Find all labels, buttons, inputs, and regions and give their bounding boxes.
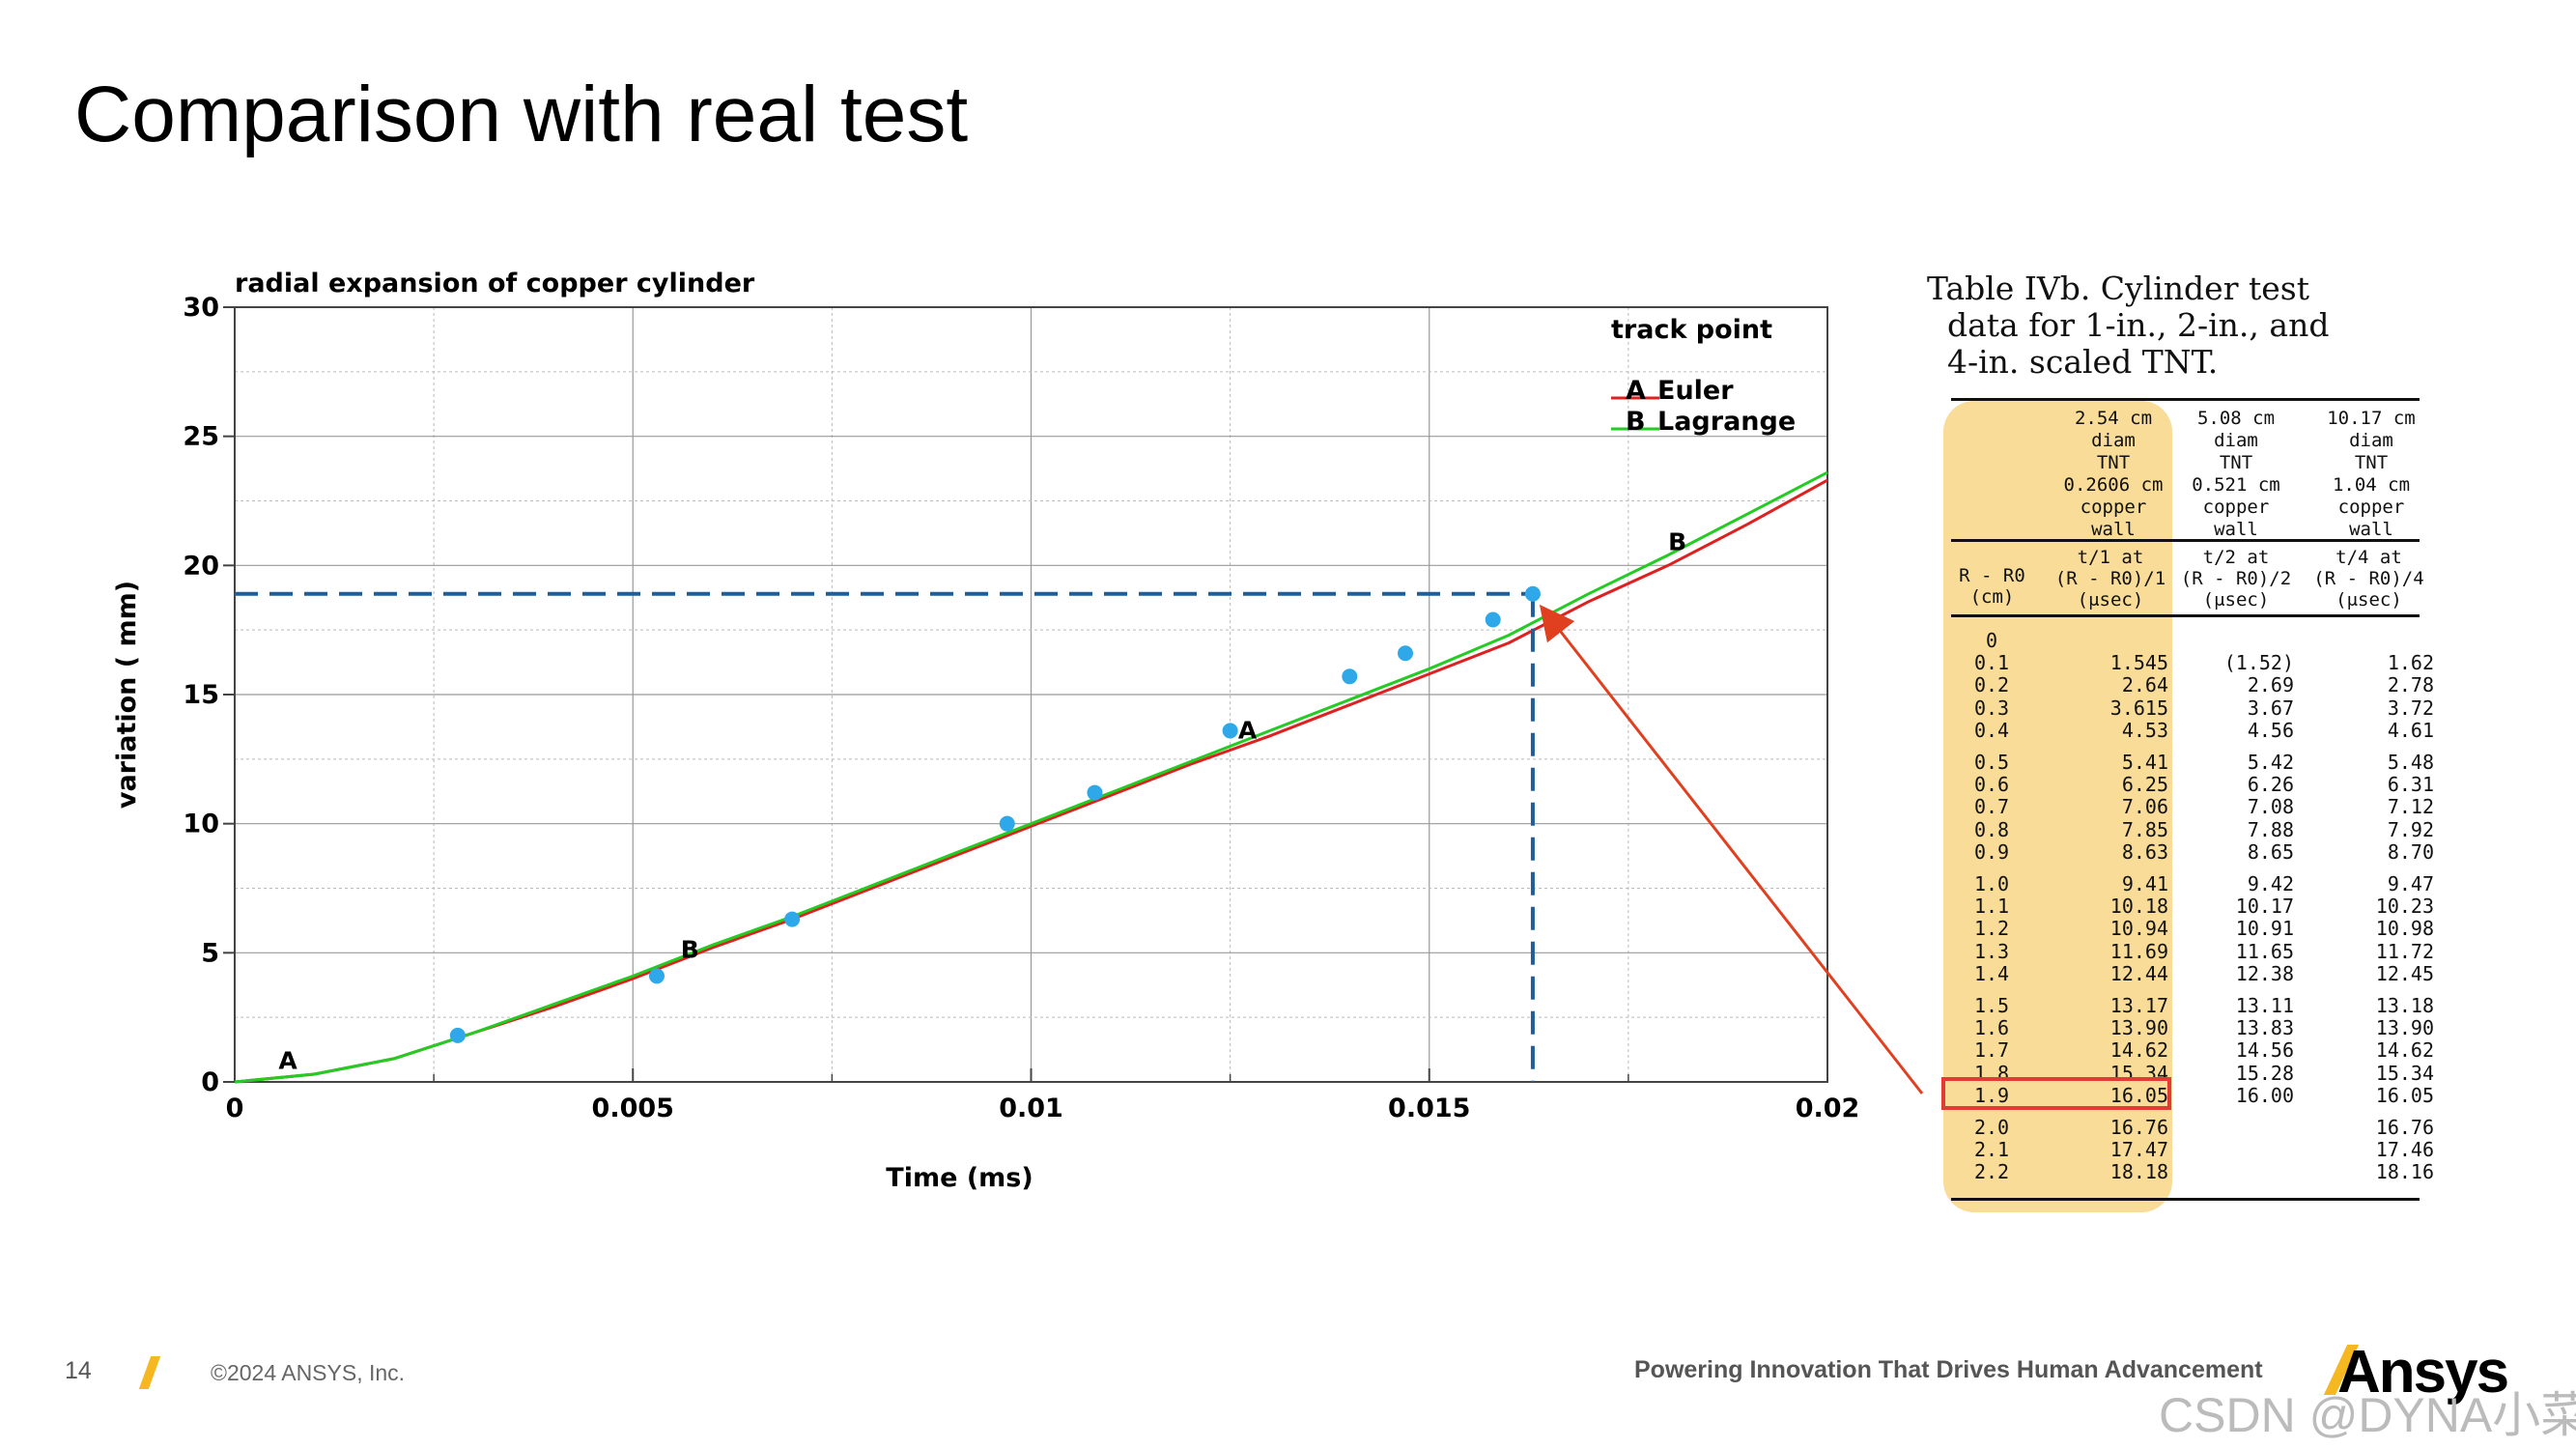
table-col-r-group: 0 0.1 0.2 0.3 0.4 [1973,629,2010,742]
test-points [449,585,1541,1043]
test-data-point [1087,784,1103,801]
chart-title: radial expansion of copper cylinder [235,269,755,298]
x-tick-label: 0.015 [1388,1094,1470,1123]
table-col-c2-group: 9.42 10.17 10.91 11.65 12.38 [2235,872,2294,985]
table-col-c3-group: 16.76 17.46 18.16 [2375,1116,2434,1184]
y-tick-label: 30 [183,293,219,323]
annotation-arrow [1539,604,1924,1094]
axis-ticks: 0 0.005 0.01 0.015 0.02 0 5 10 15 20 25 30 [183,293,1859,1123]
y-tick-label: 5 [201,938,219,968]
table-col-c1-group: 5.41 6.25 7.06 7.85 8.63 [2121,751,2168,864]
col2-header: 5.08 cm diam TNT 0.521 cm copper wall [2192,408,2280,540]
col1-subheader: t/1 at (R - R0)/1 (μsec) [2054,547,2166,611]
track-point-labels: A B A B [278,527,1686,1074]
table-col-c2-group: 5.42 6.26 7.08 7.88 8.65 [2247,751,2294,864]
y-tick-label: 0 [201,1067,219,1097]
table-col-c3-group: 9.47 10.23 10.98 11.72 12.45 [2375,872,2434,985]
highlight-row-box [1941,1077,2171,1110]
table-col-c2-group: 13.11 13.83 14.56 15.28 16.00 [2235,994,2294,1107]
test-data-point [784,911,801,927]
slide-title: Comparison with real test [74,71,969,158]
table-col-c2-group: (1.52) 2.69 3.67 4.56 [2223,651,2294,742]
table-col-c1-group: 1.545 2.64 3.615 4.53 [2109,651,2168,742]
table-col-c1-group: 13.17 13.90 14.62 15.34 16.05 [2109,994,2168,1107]
legend-euler-marker: A [1626,376,1646,406]
x-tick-label: 0.01 [999,1094,1063,1123]
track-point-label: A [1238,716,1258,744]
x-tick-label: 0.005 [592,1094,674,1123]
y-tick-label: 10 [183,810,219,839]
table-col-r-group: 2.0 2.1 2.2 [1973,1116,2010,1184]
col3-header: 10.17 cm diam TNT 1.04 cm copper wall [2327,408,2416,540]
reference-lines [235,591,1535,1082]
legend-lagrange-marker: B [1626,407,1646,437]
test-data-point [648,968,665,984]
y-tick-label: 15 [183,680,219,710]
table-col-c1-group: 9.41 10.18 10.94 11.69 12.44 [2109,872,2168,985]
table-col-r-group: 0.5 0.6 0.7 0.8 0.9 [1973,751,2010,864]
table-subheader-rule [1951,614,2420,617]
table-top-rule [1951,398,2420,401]
table-col-c3-group: 1.62 2.78 3.72 4.61 [2387,651,2434,742]
legend-title: track point [1611,315,1772,345]
legend-euler-label: Euler [1657,376,1734,406]
table-col-c3-group: 13.18 13.90 14.62 15.34 16.05 [2375,994,2434,1107]
col2-subheader: t/2 at (R - R0)/2 (μsec) [2180,547,2292,611]
copyright: ©2024 ANSYS, Inc. [211,1360,406,1385]
legend: track point A Euler B Lagrange [1611,315,1796,437]
x-axis-label: Time (ms) [886,1163,1033,1193]
table-col-c2-group [2178,1117,2294,1161]
test-data-point [1398,645,1414,662]
x-tick-label: 0 [226,1094,244,1123]
ansys-logo: Ansys [2337,1339,2509,1406]
test-data-point [1524,585,1541,602]
y-tick-label: 25 [183,422,219,452]
legend-lagrange-label: Lagrange [1657,407,1796,437]
watermark: CSDN @DYNA小菜 [2159,1388,2576,1442]
col3-subheader: t/4 at (R - R0)/4 (μsec) [2313,547,2424,611]
page-number: 14 [65,1357,92,1384]
table-col-c3-group: 5.48 6.31 7.12 7.92 8.70 [2387,751,2434,864]
table-col-r-group: 1.0 1.1 1.2 1.3 1.4 [1973,872,2010,985]
test-data-point [1485,611,1501,628]
chart-grid [235,307,1827,1082]
y-tick-label: 20 [183,551,219,581]
row-header: R - R0 (cm) [1959,565,2025,608]
test-data-point [1342,668,1358,685]
track-point-label: A [278,1047,297,1075]
y-axis-label: variation ( mm) [112,581,142,809]
x-tick-label: 0.02 [1796,1094,1860,1123]
table-bottom-rule [1951,1198,2420,1201]
table-header-rule [1951,539,2420,542]
test-data-point [1222,723,1238,739]
col1-header: 2.54 cm diam TNT 0.2606 cm copper wall [2063,408,2164,540]
table-col-c1-group: 16.76 17.47 18.18 [2109,1116,2168,1184]
test-data-point [999,815,1015,832]
track-point-label: B [1668,527,1686,555]
tagline: Powering Innovation That Drives Human Ad… [1634,1356,2263,1383]
table-caption: Table IVb. Cylinder test data for 1-in.,… [1927,270,2330,381]
track-point-label: B [681,936,699,964]
test-data-point [449,1027,466,1043]
